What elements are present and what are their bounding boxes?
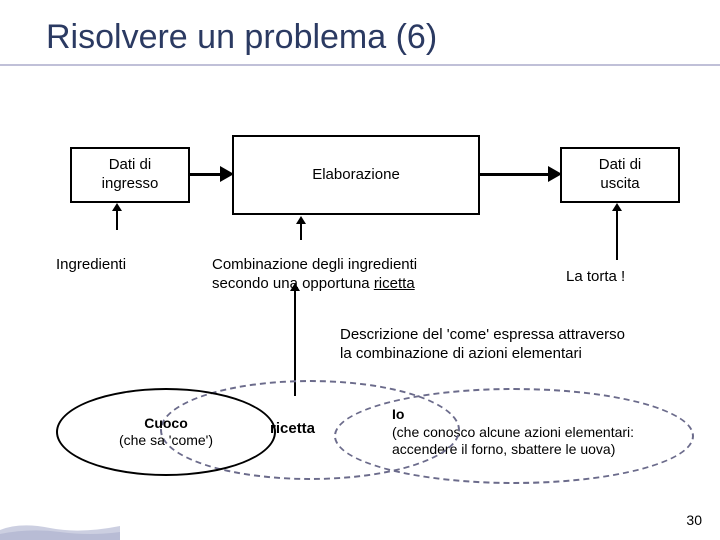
arrow-up-icon [112, 203, 122, 211]
output-box-text: Dati diuscita [599, 156, 642, 194]
arrow-head-icon [220, 166, 234, 182]
input-box-text: Dati diingresso [102, 156, 159, 194]
ellipse-io-dashed [334, 388, 694, 484]
cuoco-title: Cuoco [144, 415, 188, 432]
label-latorta: La torta ! [566, 268, 625, 287]
input-box: Dati diingresso [70, 147, 190, 203]
pointer-to-output [616, 209, 618, 260]
pointer-to-input [116, 209, 118, 230]
arrow-head-icon [548, 166, 562, 182]
arrow-up-icon [612, 203, 622, 211]
arrow-up-icon [296, 216, 306, 224]
arrow-input-to-process [190, 173, 222, 176]
corner-decoration [0, 522, 120, 540]
slide-number: 30 [686, 512, 702, 528]
slide-title: Risolvere un problema (6) [46, 18, 437, 57]
title-underline [0, 64, 720, 66]
pointer-to-process [300, 222, 302, 240]
arrow-process-to-output [480, 173, 550, 176]
label-combinazione: Combinazione degli ingredientisecondo un… [212, 256, 417, 294]
label-descrizione: Descrizione del 'come' espressa attraver… [340, 326, 625, 364]
process-box-text: Elaborazione [312, 166, 400, 185]
process-box: Elaborazione [232, 135, 480, 215]
ellipse-cuoco: Cuoco (che sa 'come') [56, 388, 276, 476]
label-ingredienti: Ingredienti [56, 256, 126, 275]
cuoco-subtitle: (che sa 'come') [119, 432, 213, 449]
output-box: Dati diuscita [560, 147, 680, 203]
